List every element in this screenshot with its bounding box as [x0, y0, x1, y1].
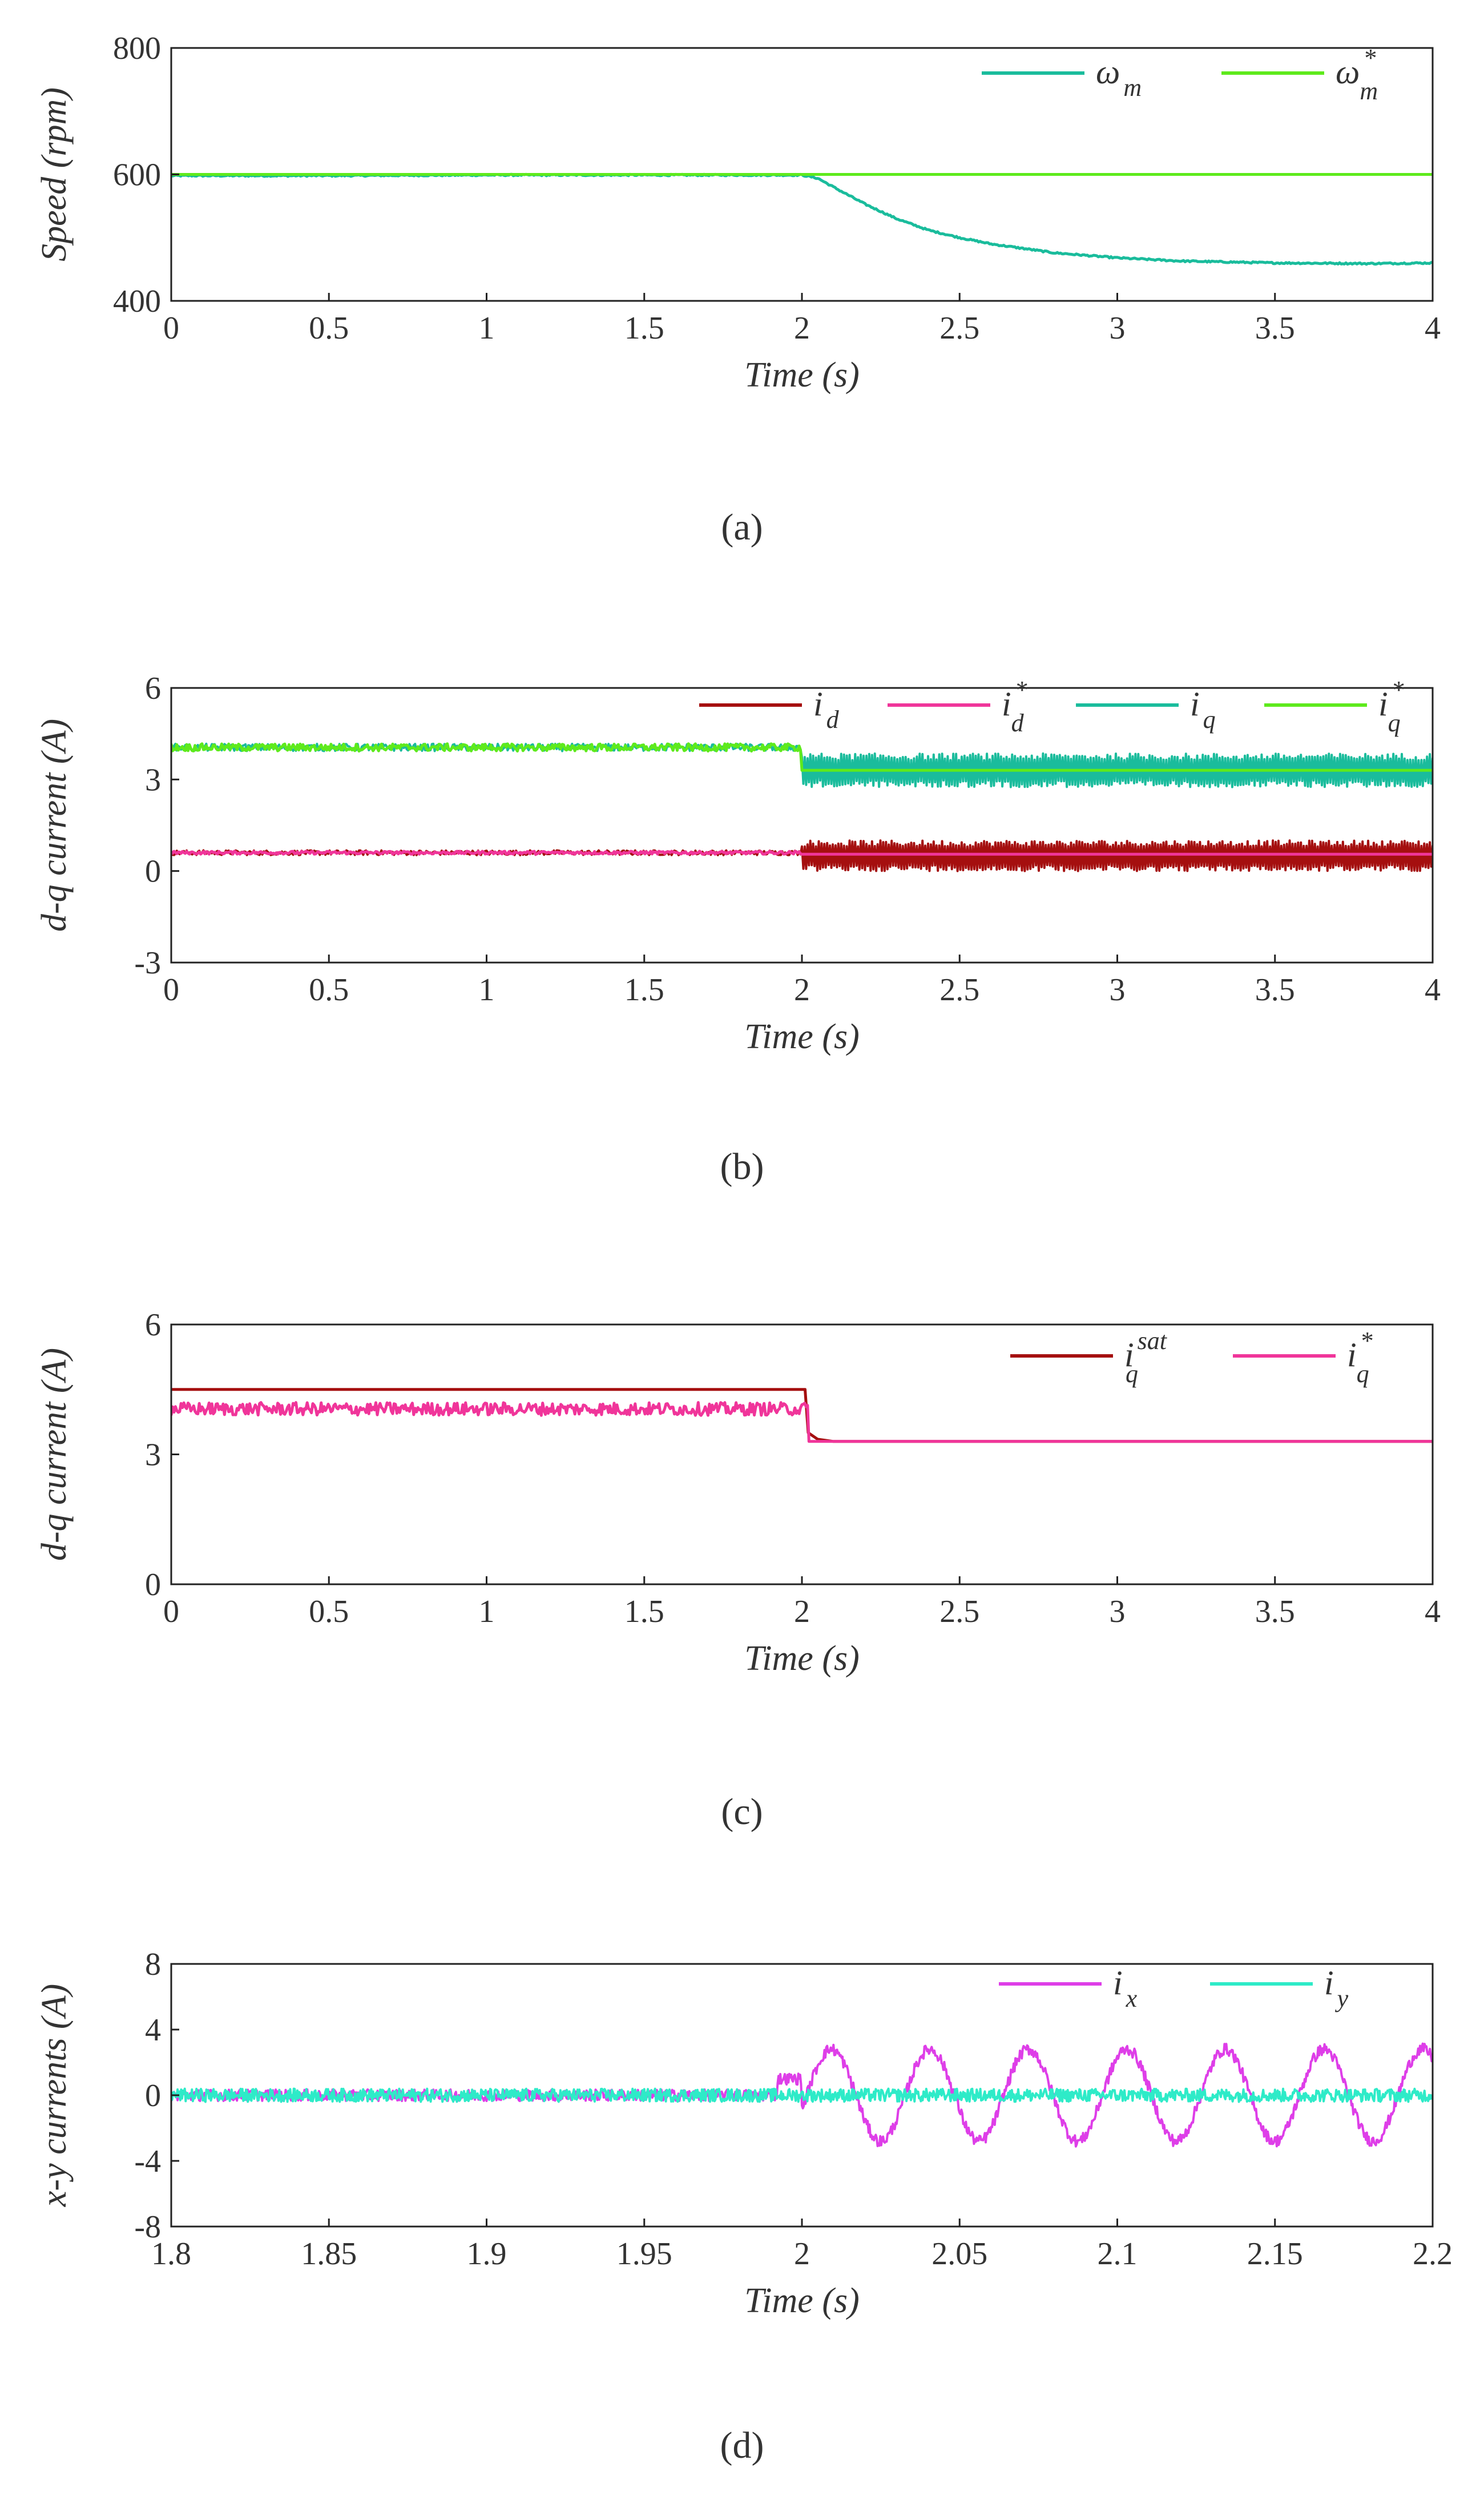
x-tick-label-c: 0: [163, 1594, 179, 1629]
x-tick-label-d: 2.15: [1247, 2236, 1303, 2272]
x-tick-label-c: 3.5: [1255, 1594, 1295, 1629]
x-tick-label-b: 0: [163, 972, 179, 1008]
y-tick-label-c: 3: [145, 1438, 161, 1473]
series-group-d: [171, 2042, 1433, 2148]
series-group-c: [171, 1388, 1433, 1443]
y-tick-label-b: 0: [145, 854, 161, 889]
y-axis-label-d: x-y currents (A): [35, 1984, 74, 2207]
legend-label-a: ω * m: [1336, 44, 1378, 105]
panel-label-d: (d): [720, 2425, 764, 2466]
series-line-d-i-y: [171, 2087, 1433, 2103]
legend-label-c: i sat q: [1124, 1327, 1168, 1388]
x-axis-label-d: Time (s): [744, 2281, 860, 2320]
y-tick-label-c: 6: [145, 1307, 161, 1343]
y-tick-label-a: 400: [113, 284, 161, 319]
series-line-b-i-d: [171, 839, 1433, 872]
legend-label-c: i * q: [1347, 1327, 1373, 1388]
x-tick-label-d: 2.05: [931, 2236, 987, 2272]
y-axis-label-b: d-q current (A): [35, 719, 74, 932]
x-tick-label-b: 3.5: [1255, 972, 1295, 1008]
y-tick-label-d: 4: [145, 2012, 161, 2048]
x-tick-label-d: 2.1: [1098, 2236, 1138, 2272]
x-tick-label-a: 2.5: [939, 311, 979, 346]
panel-c-iq-saturation-chart: 0 0.5 1 1.5 2 2.5 3 3.5 4 0 3 6 Time (s) d-q current …: [35, 1307, 1441, 1678]
x-tick-label-a: 2: [794, 311, 810, 346]
x-tick-label-c: 0.5: [309, 1594, 349, 1629]
y-tick-label-a: 800: [113, 31, 161, 66]
x-tick-label-b: 1.5: [624, 972, 664, 1008]
y-tick-label-d: 8: [145, 1947, 161, 1982]
panel-d-xy-currents-chart: 1.8 1.85 1.9 1.95 2 2.05 2.1 2.15 2.2 -8 -4 0 4 8 Time…: [35, 1947, 1453, 2320]
y-axis-label-c: d-q current (A): [35, 1348, 74, 1561]
x-tick-label-d: 1.8: [151, 2236, 191, 2272]
series-line-b-i-q-: [171, 742, 1433, 772]
x-tick-label-a: 0: [163, 311, 179, 346]
series-line-c-i-q-: [171, 1401, 1433, 1443]
series-line-b-i-d-: [171, 850, 1433, 856]
x-tick-label-b: 2.5: [939, 972, 979, 1008]
x-axis-label-c: Time (s): [744, 1639, 860, 1678]
x-tick-label-a: 4: [1425, 311, 1441, 346]
x-tick-label-c: 2: [794, 1594, 810, 1629]
x-tick-label-d: 2: [794, 2236, 810, 2272]
x-axis-label-a: Time (s): [744, 356, 860, 394]
legend-label-b: i * q: [1378, 676, 1404, 737]
x-tick-label-a: 1: [479, 311, 495, 346]
x-tick-label-d: 1.9: [467, 2236, 507, 2272]
x-tick-label-c: 4: [1425, 1594, 1441, 1629]
legend-label-b: i * d: [1002, 676, 1027, 737]
x-tick-label-a: 3.5: [1255, 311, 1295, 346]
x-tick-label-a: 3: [1110, 311, 1126, 346]
y-tick-label-c: 0: [145, 1567, 161, 1603]
y-tick-label-a: 600: [113, 158, 161, 193]
x-tick-label-c: 3: [1110, 1594, 1126, 1629]
x-tick-label-c: 2.5: [939, 1594, 979, 1629]
y-tick-label-b: -3: [134, 945, 161, 981]
y-tick-label-d: -4: [134, 2144, 161, 2179]
x-tick-label-b: 2: [794, 972, 810, 1008]
y-tick-label-b: 6: [145, 671, 161, 706]
x-tick-label-b: 4: [1425, 972, 1441, 1008]
panel-label-a: (a): [721, 506, 763, 548]
x-tick-label-b: 3: [1110, 972, 1126, 1008]
y-tick-label-d: 0: [145, 2078, 161, 2113]
x-tick-label-a: 0.5: [309, 311, 349, 346]
x-tick-label-d: 1.85: [301, 2236, 357, 2272]
panel-a-speed-chart: 0 0.5 1 1.5 2 2.5 3 3.5 4 400 600 800 Time (s) Speed …: [35, 31, 1441, 394]
x-tick-label-a: 1.5: [624, 311, 664, 346]
x-tick-label-d: 1.95: [616, 2236, 672, 2272]
x-tick-label-b: 1: [479, 972, 495, 1008]
y-tick-label-d: -8: [134, 2209, 161, 2245]
x-tick-label-c: 1.5: [624, 1594, 664, 1629]
x-tick-label-d: 2.2: [1413, 2236, 1453, 2272]
panel-label-b: (b): [720, 1146, 764, 1187]
y-tick-label-b: 3: [145, 762, 161, 798]
panel-label-c: (c): [721, 1791, 763, 1833]
x-tick-label-b: 0.5: [309, 972, 349, 1008]
series-group-b: [171, 742, 1433, 872]
x-tick-label-c: 1: [479, 1594, 495, 1629]
y-axis-label-a: Speed (rpm): [35, 87, 74, 261]
x-axis-label-b: Time (s): [744, 1017, 860, 1056]
series-group-a: [171, 172, 1433, 266]
